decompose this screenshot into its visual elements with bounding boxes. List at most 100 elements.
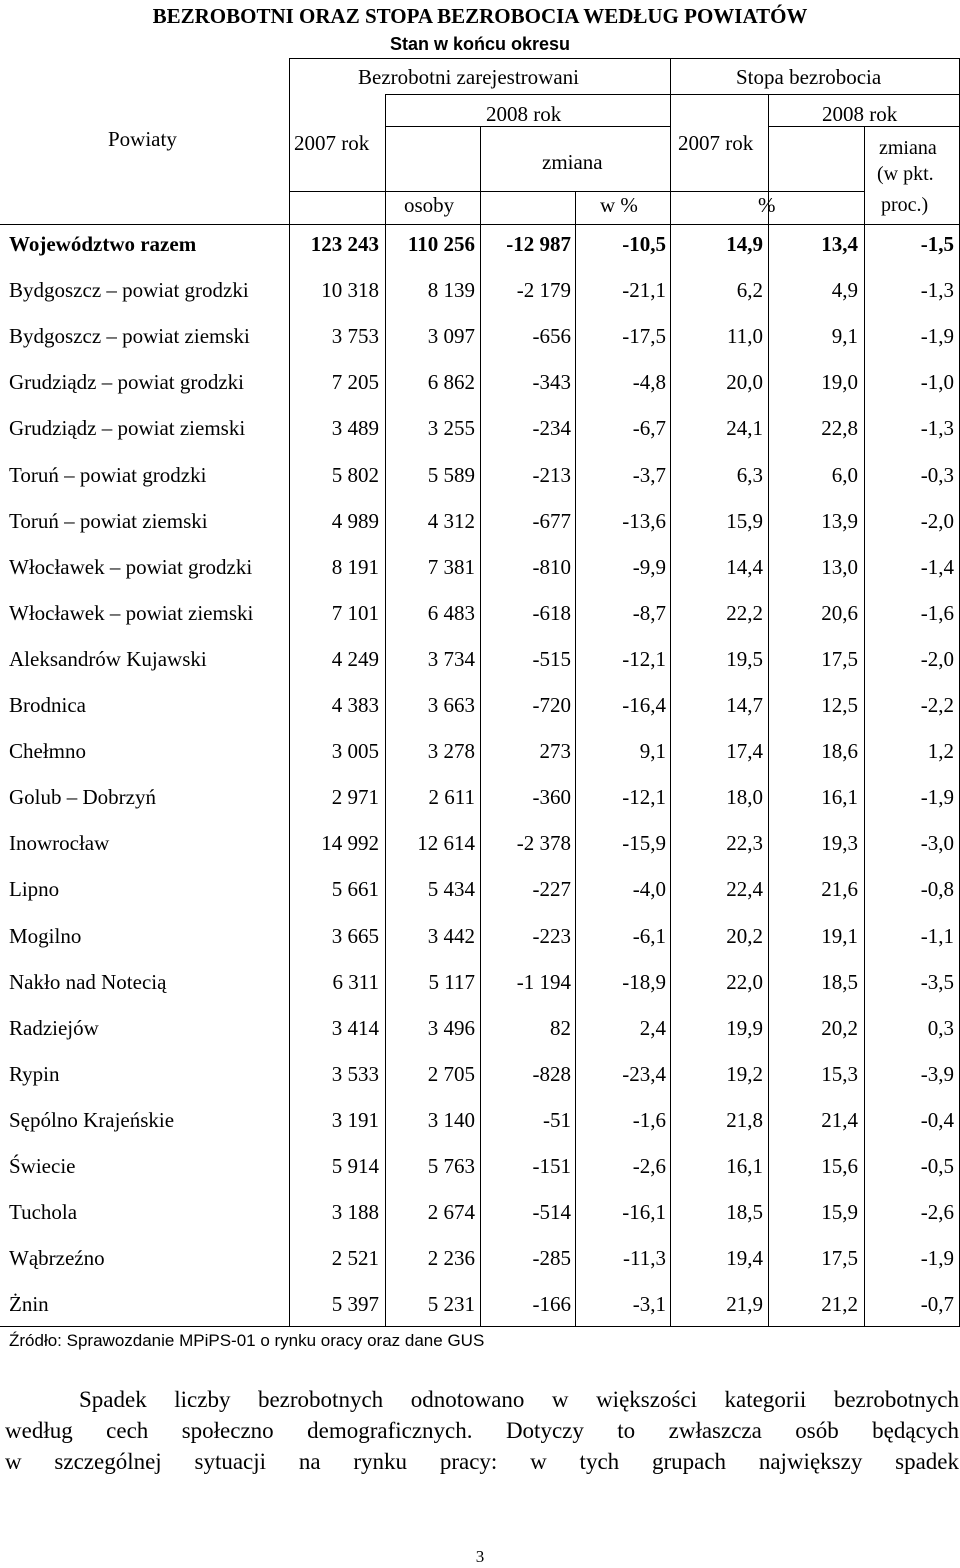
row-name: Włocławek – powiat ziemski [9, 601, 254, 625]
header-2007-a: 2007 rok [294, 131, 370, 155]
paragraph-line-2: według cech społeczno demograficznych. D… [5, 1418, 959, 1443]
table-row: Grudziądz – powiat grodzki 7 205 6 862 -343… [0, 366, 960, 398]
row-value-b: 3 496 [427, 1016, 475, 1040]
row-value-a: 10 318 [321, 278, 379, 302]
row-value-e: 20,2 [726, 924, 763, 948]
table-row: Świecie 5 914 5 763 -151 -2,6 16,1 15,6 -0,5 [0, 1150, 960, 1182]
row-value-d: -6,7 [632, 416, 666, 440]
row-value-b: 6 483 [427, 601, 475, 625]
row-value-d: -3,1 [632, 1292, 666, 1316]
row-value-b: 5 117 [428, 970, 475, 994]
row-value-d: -8,7 [632, 601, 666, 625]
table-row: Żnin 5 397 5 231 -166 -3,1 21,9 21,2 -0,7 [0, 1288, 960, 1320]
row-value-g: -3,0 [920, 831, 954, 855]
row-name: Żnin [9, 1292, 49, 1316]
row-value-b: 3 734 [427, 647, 475, 671]
row-name: Wąbrzeźno [9, 1246, 105, 1270]
row-value-f: 9,1 [831, 324, 858, 348]
row-name: Świecie [9, 1154, 76, 1178]
row-value-f: 21,2 [821, 1292, 858, 1316]
row-value-a: 4 249 [331, 647, 379, 671]
row-value-a: 123 243 [310, 232, 379, 256]
row-value-e: 22,0 [726, 970, 763, 994]
row-value-b: 3 278 [427, 739, 475, 763]
row-name: Toruń – powiat grodzki [9, 463, 207, 487]
row-name: Bydgoszcz – powiat ziemski [9, 324, 250, 348]
row-value-f: 12,5 [821, 693, 858, 717]
table-row: Toruń – powiat ziemski 4 989 4 312 -677 -13,… [0, 505, 960, 537]
row-value-b: 5 589 [427, 463, 475, 487]
row-value-c: -720 [532, 693, 572, 717]
row-value-b: 110 256 [407, 232, 475, 256]
row-value-e: 14,9 [726, 232, 763, 256]
header-2007-b: 2007 rok [678, 131, 754, 155]
row-value-d: -3,7 [632, 463, 666, 487]
table-row: Aleksandrów Kujawski 4 249 3 734 -515 -12,1 1… [0, 643, 960, 675]
row-value-e: 16,1 [726, 1154, 763, 1178]
row-value-f: 19,0 [821, 370, 858, 394]
table-row: Tuchola 3 188 2 674 -514 -16,1 18,5 15,9 -2,6 [0, 1196, 960, 1228]
row-name: Nakło nad Notecią [9, 970, 167, 994]
table-row: Bydgoszcz – powiat ziemski 3 753 3 097 -656… [0, 320, 960, 352]
row-value-e: 15,9 [726, 509, 763, 533]
row-value-e: 17,4 [726, 739, 763, 763]
row-value-f: 16,1 [821, 785, 858, 809]
row-name: Bydgoszcz – powiat grodzki [9, 278, 249, 302]
row-value-a: 4 383 [331, 693, 379, 717]
row-value-e: 18,0 [726, 785, 763, 809]
row-value-f: 19,3 [821, 831, 858, 855]
row-value-b: 5 763 [427, 1154, 475, 1178]
row-value-b: 2 611 [428, 785, 475, 809]
row-value-a: 2 971 [331, 785, 379, 809]
row-value-f: 20,6 [821, 601, 858, 625]
row-name: Mogilno [9, 924, 82, 948]
row-name: Aleksandrów Kujawski [9, 647, 207, 671]
row-value-a: 14 992 [321, 831, 379, 855]
row-value-f: 17,5 [821, 647, 858, 671]
row-value-e: 14,7 [726, 693, 763, 717]
row-value-g: -3,9 [920, 1062, 954, 1086]
row-name: Lipno [9, 877, 60, 901]
row-value-a: 2 521 [331, 1246, 379, 1270]
row-value-b: 3 663 [427, 693, 475, 717]
table-row: Chełmno 3 005 3 278 273 9,1 17,4 18,6 1,2 [0, 735, 960, 767]
row-value-d: -18,9 [622, 970, 666, 994]
header-w-proc: w % [600, 193, 638, 217]
row-value-e: 20,0 [726, 370, 763, 394]
header-zmiana-b-unit: (w pkt. [877, 163, 934, 185]
row-name: Golub – Dobrzyń [9, 785, 156, 809]
row-value-d: -23,4 [622, 1062, 666, 1086]
row-value-b: 4 312 [427, 509, 475, 533]
row-value-c: -151 [532, 1154, 572, 1178]
row-value-g: -3,5 [920, 970, 954, 994]
col-divider-2 [385, 94, 386, 1327]
row-value-g: -0,7 [920, 1292, 954, 1316]
row-value-b: 5 231 [427, 1292, 475, 1316]
table-row: Inowrocław 14 992 12 614 -2 378 -15,9 22,3 19,… [0, 827, 960, 859]
row-value-d: -6,1 [632, 924, 666, 948]
row-value-d: -1,6 [632, 1108, 666, 1132]
row-value-d: -12,1 [622, 785, 666, 809]
row-value-g: 0,3 [927, 1016, 954, 1040]
col-divider-1 [289, 58, 290, 1327]
row-value-g: -0,4 [920, 1108, 954, 1132]
page-number: 3 [475, 1547, 485, 1566]
header-zmiana-b-unit2: proc.) [881, 194, 929, 216]
row-name: Grudziądz – powiat ziemski [9, 416, 246, 440]
table-subtitle: Stan w końcu okresu [389, 34, 571, 54]
row-value-b: 7 381 [427, 555, 475, 579]
header-2008-a: 2008 rok [486, 102, 562, 126]
row-value-f: 18,6 [821, 739, 858, 763]
row-value-e: 22,3 [726, 831, 763, 855]
row-value-f: 22,8 [821, 416, 858, 440]
row-value-c: -213 [532, 463, 572, 487]
paragraph-line-1: Spadek liczby bezrobotnych odnotowano w … [79, 1387, 959, 1412]
row-value-g: -1,1 [920, 924, 954, 948]
row-value-b: 3 097 [427, 324, 475, 348]
row-value-g: -0,3 [920, 463, 954, 487]
row-value-f: 13,9 [821, 509, 858, 533]
table-row: Włocławek – powiat ziemski 7 101 6 483 -618… [0, 597, 960, 629]
row-value-d: 9,1 [639, 739, 666, 763]
row-value-a: 3 191 [331, 1108, 379, 1132]
row-value-e: 22,4 [726, 877, 763, 901]
